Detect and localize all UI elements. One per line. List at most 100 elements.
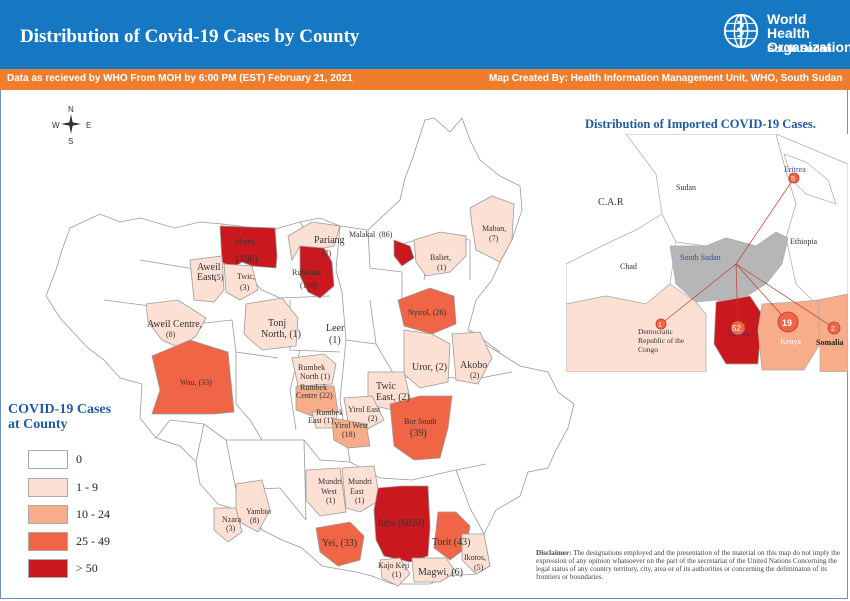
label-rubkona-count: (109) bbox=[300, 281, 318, 290]
label-mundri-east-count: (1) bbox=[355, 496, 365, 505]
label-uror: Uror, (2) bbox=[412, 362, 447, 373]
org-name-line2: Organization bbox=[767, 39, 850, 55]
tonj-north-area bbox=[243, 297, 299, 351]
inset-links bbox=[660, 177, 835, 329]
rubkona-area bbox=[299, 245, 335, 299]
mundri-west-area bbox=[305, 467, 347, 517]
label-leer-name: Leer bbox=[326, 323, 345, 334]
disclaimer-text: The designations employed and the presen… bbox=[536, 549, 841, 581]
label-pariang-name: Pariang bbox=[314, 235, 345, 246]
label-maban-count: (7) bbox=[489, 234, 499, 243]
compass-e: E bbox=[86, 121, 91, 130]
inset-label-drc-3: Congo bbox=[638, 345, 658, 354]
header-bar: Distribution of Covid-19 Cases by County… bbox=[0, 0, 850, 69]
import-count-eritrea: 5 bbox=[791, 176, 795, 183]
inset-label-drc-2: Republic of the bbox=[638, 336, 685, 345]
label-aweil-east-name2: East, bbox=[197, 272, 217, 283]
label-abyei-name: Abyei, bbox=[234, 237, 256, 246]
label-mundri-west-name: Mundri bbox=[318, 477, 343, 486]
legend-swatch-4 bbox=[28, 559, 68, 578]
label-abyei-count: (106) bbox=[236, 254, 258, 265]
base-map bbox=[45, 117, 575, 585]
aweil-east-area bbox=[189, 255, 225, 303]
inset-label-ethiopia: Ethiopia bbox=[790, 237, 818, 246]
org-country: South Sudan bbox=[767, 43, 832, 55]
label-rumbek-north-name: Rumbek bbox=[298, 363, 325, 372]
label-wau: Wau, (33) bbox=[180, 378, 212, 387]
label-tonj-north-name: Tonj bbox=[268, 318, 286, 329]
label-twic-name: Twic, bbox=[237, 272, 255, 281]
imported-cases-inset: C.A.R Sudan Ethiopia Chad South Sudan Er… bbox=[566, 134, 848, 372]
label-nzara-count: (3) bbox=[226, 524, 236, 533]
info-bar: Data as recieved by WHO From MOH by 6:00… bbox=[0, 69, 850, 90]
org-name-line1: World Health bbox=[767, 11, 810, 41]
label-mundri-west-name2: West bbox=[321, 487, 338, 496]
label-yirol-east-name: Yirol East bbox=[348, 405, 381, 414]
label-baliet-count: (1) bbox=[437, 263, 447, 272]
compass-w: W bbox=[52, 121, 60, 130]
label-kajo-keji-name: Kajo Keji bbox=[378, 561, 410, 570]
legend-label-3: 25 - 49 bbox=[76, 534, 110, 548]
page-title: Distribution of Covid-19 Cases by County bbox=[20, 26, 360, 47]
label-ikotos-count: (5) bbox=[474, 563, 484, 572]
label-yirol-west-name: Yirol West bbox=[334, 421, 369, 430]
label-akobo-count: (2) bbox=[470, 371, 480, 380]
wau-area bbox=[151, 339, 235, 415]
label-rumbek-centre-name: Rumbek bbox=[300, 383, 327, 392]
label-aweil-east-count: (5) bbox=[214, 273, 224, 282]
legend-swatch-3 bbox=[28, 532, 68, 551]
ikotos-area bbox=[461, 533, 491, 575]
legend-swatch-2 bbox=[28, 505, 68, 524]
label-yirol-east-count: (2) bbox=[368, 414, 378, 423]
rumbek-north-area bbox=[291, 353, 337, 387]
label-aweil-centre-count: (8) bbox=[166, 330, 176, 339]
label-pariang-count: (7) bbox=[322, 249, 332, 258]
akobo-area bbox=[451, 331, 493, 385]
label-akobo-name: Akobo bbox=[460, 360, 487, 371]
nzara-area bbox=[213, 507, 243, 543]
label-rubkona-name: Rubkona bbox=[292, 268, 321, 277]
inset-label-somalia: Somalia bbox=[816, 338, 844, 347]
yirol-west-area bbox=[331, 417, 371, 449]
kajo-keji-area bbox=[379, 557, 411, 587]
label-rumbek-north-name2: North (1) bbox=[300, 372, 330, 381]
label-kajo-keji-count: (1) bbox=[392, 570, 402, 579]
label-magwi: Magwi, (6) bbox=[418, 567, 463, 578]
inset-label-chad: Chad bbox=[620, 262, 637, 271]
label-mundri-west-count: (1) bbox=[326, 496, 336, 505]
inset-label-drc-1: Democratic bbox=[638, 327, 674, 336]
label-baliet-name: Baliet, bbox=[430, 253, 451, 262]
label-rumbek-east-name2: East (1) bbox=[308, 416, 333, 425]
nyirol-area bbox=[397, 287, 457, 335]
label-nzara-name: Nzara bbox=[222, 515, 242, 524]
label-bor-south-count: (39) bbox=[410, 428, 427, 439]
label-twic-count: (3) bbox=[240, 283, 250, 292]
import-count-uganda: 52 bbox=[732, 324, 741, 333]
inset-title: Distribution of Imported COVID-19 Cases. bbox=[585, 117, 816, 131]
label-nyirol: Nyirol, (26) bbox=[408, 308, 447, 317]
map-credit: Map Created By: Health Information Manag… bbox=[489, 73, 843, 84]
label-mundri-east-name2: East bbox=[350, 487, 365, 496]
compass-s: S bbox=[68, 137, 73, 145]
mundri-east-area bbox=[341, 465, 381, 513]
label-ikotos-name: Ikotos, bbox=[464, 553, 486, 562]
inset-label-car: C.A.R bbox=[598, 197, 624, 208]
import-count-somalia: 2 bbox=[831, 326, 835, 333]
label-rumbek-centre-name2: Centre (22) bbox=[296, 391, 333, 400]
legend-label-4: > 50 bbox=[76, 561, 98, 575]
label-yei: Yei, (33) bbox=[322, 538, 357, 549]
inset-label-south-sudan: South Sudan bbox=[680, 253, 721, 262]
label-rumbek-east-name: Rumbek bbox=[316, 408, 343, 417]
legend-swatch-1 bbox=[28, 478, 68, 497]
label-tonj-north-name2: North, (1) bbox=[261, 329, 301, 340]
label-bor-south-name: Bor South bbox=[404, 417, 437, 426]
who-emblem-icon bbox=[723, 13, 759, 49]
legend-label-0: 0 bbox=[76, 452, 82, 466]
label-twic-east-name2: East, (2) bbox=[376, 392, 410, 403]
label-yambio-count: (8) bbox=[250, 516, 260, 525]
org-name: World Health Organization bbox=[767, 12, 850, 54]
malakal-area bbox=[393, 239, 415, 267]
label-maban-name: Maban, bbox=[482, 224, 506, 233]
maban-area bbox=[469, 195, 515, 263]
yei-area bbox=[315, 521, 365, 567]
